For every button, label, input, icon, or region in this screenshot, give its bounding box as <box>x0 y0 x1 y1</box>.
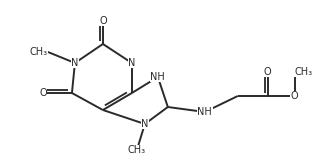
Text: NH: NH <box>197 107 212 117</box>
Text: O: O <box>291 91 299 101</box>
Text: O: O <box>264 67 272 77</box>
Text: O: O <box>39 88 47 98</box>
Text: CH₃: CH₃ <box>295 67 313 77</box>
Text: CH₃: CH₃ <box>128 145 146 155</box>
Text: N: N <box>128 58 135 68</box>
Text: CH₃: CH₃ <box>30 47 48 57</box>
Text: N: N <box>141 119 149 129</box>
Text: O: O <box>99 16 107 26</box>
Text: NH: NH <box>150 72 165 82</box>
Text: N: N <box>71 58 79 68</box>
